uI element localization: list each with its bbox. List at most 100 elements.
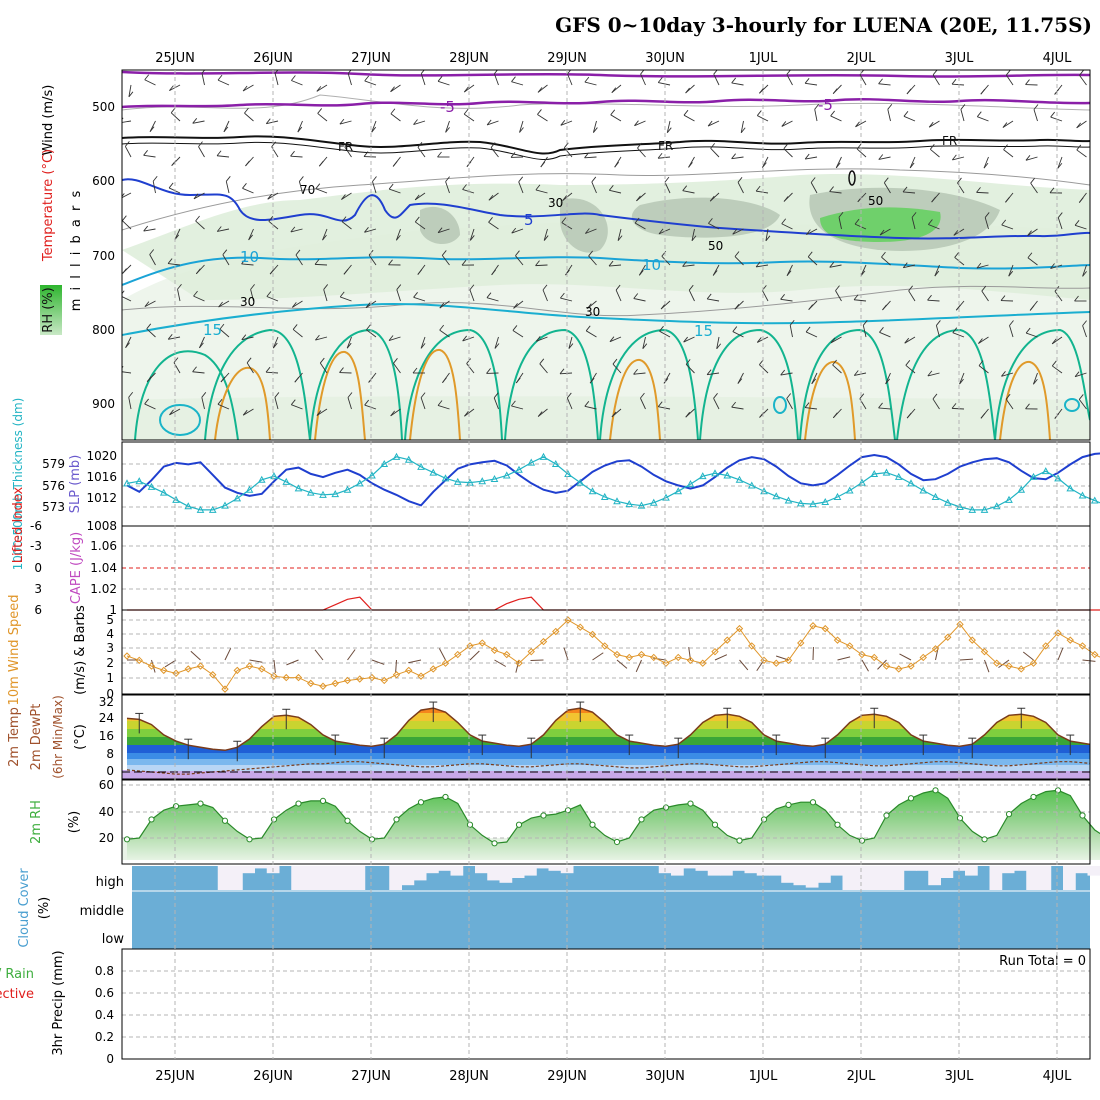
upper-wind-barb bbox=[927, 299, 940, 302]
upper-wind-barb-flag bbox=[633, 368, 638, 375]
upper-wind-barb bbox=[932, 74, 940, 86]
upper-wind-barb bbox=[469, 289, 475, 302]
high-cloud-gap bbox=[340, 866, 353, 890]
wind-marker bbox=[184, 665, 192, 673]
upper-wind-barb-flag bbox=[437, 76, 443, 82]
upper-wind-barb bbox=[315, 336, 328, 341]
label-rh: RH (%) bbox=[41, 287, 56, 332]
upper-wind-barb-flag bbox=[688, 162, 693, 168]
rh-marker bbox=[368, 836, 376, 843]
rh-marker bbox=[638, 816, 645, 823]
upper-wind-barb bbox=[658, 82, 671, 86]
upper-wind-barb bbox=[584, 81, 597, 86]
upper-wind-barb bbox=[856, 148, 867, 158]
temp-tick-8: 8 bbox=[106, 747, 114, 761]
upper-wind-barb-flag bbox=[1003, 144, 1008, 150]
upper-wind-barb-flag bbox=[128, 91, 134, 98]
upper-wind-barb bbox=[413, 296, 426, 302]
upper-wind-barb-flag bbox=[902, 186, 908, 193]
temp2m-panel: 0 8 16 24 32 2m Temp 2m DewPt (6hr Min/M… bbox=[7, 694, 1091, 780]
upper-wind-barb-flag bbox=[786, 393, 792, 399]
upper-wind-barb-flag bbox=[169, 409, 174, 416]
upper-wind-barb-flag bbox=[853, 294, 859, 301]
rh-marker bbox=[981, 836, 988, 843]
upper-wind-barb bbox=[543, 228, 548, 241]
rh2m-panel: 20 40 60 2m RH (%) bbox=[29, 778, 1100, 865]
upper-wind-barb bbox=[780, 372, 793, 376]
wind-marker bbox=[723, 636, 731, 644]
upper-wind-barb-flag bbox=[740, 127, 746, 134]
upper-wind-barb bbox=[222, 254, 230, 266]
upper-wind-barb bbox=[609, 189, 622, 194]
wind-marker bbox=[772, 659, 780, 667]
upper-wind-barb-flag bbox=[855, 121, 860, 128]
rh-marker bbox=[589, 821, 596, 828]
upper-wind-barb-flag bbox=[512, 325, 518, 331]
wind-marker bbox=[956, 620, 964, 629]
upper-wind-barb bbox=[859, 74, 867, 86]
upper-wind-barb-flag bbox=[608, 185, 614, 191]
upper-wind-barb-flag bbox=[1000, 295, 1006, 301]
label-lifted-index: Lifted Index bbox=[11, 486, 26, 563]
upper-wind-barb bbox=[242, 408, 254, 416]
upper-wind-barb bbox=[659, 330, 671, 338]
upper-wind-barb bbox=[560, 120, 573, 126]
upper-wind-barb-flag bbox=[290, 399, 296, 405]
upper-wind-barb-flag bbox=[511, 76, 516, 82]
upper-wind-barb bbox=[713, 74, 720, 86]
date-label-top: 3JUL bbox=[945, 51, 975, 66]
upper-wind-barb-flag bbox=[586, 303, 592, 309]
upper-wind-barb bbox=[198, 146, 205, 158]
upper-wind-barb bbox=[1082, 325, 1087, 338]
upper-wind-barb bbox=[266, 120, 279, 125]
upper-wind-barb bbox=[511, 81, 524, 86]
thickness-marker bbox=[931, 492, 940, 500]
upper-wind-barb-flag bbox=[780, 369, 786, 376]
upper-wind-barb-flag bbox=[515, 250, 520, 256]
upper-wind-barb-flag bbox=[712, 270, 718, 276]
high-cloud-gap bbox=[487, 866, 500, 881]
upper-wind-barb bbox=[217, 228, 230, 232]
upper-wind-barb-flag bbox=[511, 400, 516, 407]
wind-marker bbox=[882, 662, 891, 670]
high-cloud-gap bbox=[965, 866, 978, 876]
upper-wind-barb-flag bbox=[543, 235, 549, 241]
upper-wind-barb-flag bbox=[515, 377, 521, 384]
thickness-marker bbox=[429, 468, 438, 476]
upper-wind-barb-flag bbox=[562, 195, 568, 201]
upper-wind-barb-flag bbox=[413, 292, 418, 298]
upper-wind-barb bbox=[911, 217, 916, 230]
upper-wind-barb-flag bbox=[339, 367, 344, 373]
upper-wind-barb-flag bbox=[146, 323, 152, 330]
upper-wind-barb bbox=[658, 156, 671, 159]
label-precip: 3hr Precip (mm) bbox=[51, 950, 66, 1055]
upper-wind-barb-flag bbox=[493, 392, 499, 399]
upper-wind-barb-flag bbox=[789, 319, 795, 326]
upper-wind-barb bbox=[201, 73, 205, 86]
upper-wind-barb-flag bbox=[441, 250, 447, 256]
date-label-bottom: 29JUN bbox=[547, 1069, 587, 1084]
upper-wind-barb bbox=[511, 228, 524, 234]
precip-tick-02: 0.2 bbox=[95, 1030, 114, 1044]
wind-marker bbox=[417, 672, 425, 680]
upper-wind-barb bbox=[490, 147, 499, 158]
wind-marker bbox=[282, 673, 290, 682]
upper-wind-barb-flag bbox=[417, 142, 423, 148]
upper-wind-barb bbox=[168, 336, 181, 340]
thickness-marker bbox=[1090, 496, 1099, 504]
upper-wind-barb bbox=[347, 73, 352, 86]
panel1-frame bbox=[121, 69, 1091, 441]
thickness-marker bbox=[233, 494, 242, 502]
wind-marker bbox=[503, 650, 511, 659]
stability-panel: -6 -3 0 3 6 1.06 1.04 1.02 1 Lifted Inde… bbox=[11, 486, 1100, 617]
upper-wind-barb-flag bbox=[266, 291, 272, 297]
upper-wind-barb-flag bbox=[462, 184, 467, 190]
high-cloud-gap bbox=[732, 866, 745, 871]
rh-marker bbox=[1079, 812, 1086, 819]
upper-wind-barb bbox=[441, 255, 450, 266]
rh-marker bbox=[687, 800, 694, 807]
upper-wind-barb-flag bbox=[783, 196, 789, 202]
upper-wind-barb bbox=[928, 224, 940, 230]
upper-wind-barb-flag bbox=[299, 176, 304, 182]
upper-wind-barb-flag bbox=[486, 292, 492, 298]
